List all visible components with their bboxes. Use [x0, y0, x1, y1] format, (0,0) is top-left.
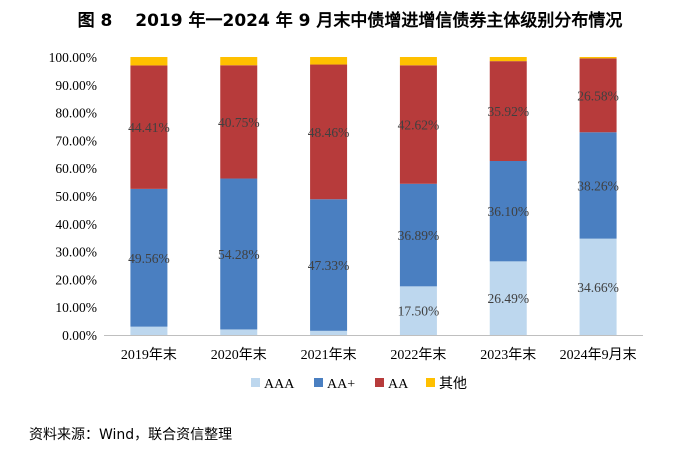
legend-label: AA+ [327, 377, 355, 392]
y-tick-label: 50.00% [55, 189, 97, 204]
bar-segment [399, 183, 437, 287]
bar-segment [579, 238, 617, 335]
data-label: 26.49% [487, 291, 529, 306]
x-tick-label: 2022年末 [390, 347, 446, 363]
y-tick-label: 30.00% [55, 245, 97, 260]
bar-segment [310, 330, 348, 335]
bar-segment [220, 57, 258, 66]
bar-segment [489, 57, 527, 62]
data-label: 38.26% [577, 178, 619, 193]
legend-label: AAA [264, 377, 295, 392]
x-tick-label: 2020年末 [211, 347, 267, 363]
bar-segment [489, 61, 527, 161]
y-tick-label: 20.00% [55, 272, 97, 287]
data-label: 48.46% [308, 125, 350, 140]
data-label: 36.10% [487, 204, 529, 219]
data-label: 34.66% [577, 280, 619, 295]
y-tick-label: 100.00% [49, 50, 97, 65]
legend-label: AA [388, 377, 409, 392]
bar-segment [130, 188, 168, 327]
bar-segment [579, 132, 617, 239]
bar-segment [130, 326, 168, 335]
y-tick-label: 70.00% [55, 133, 97, 148]
y-tick-label: 40.00% [55, 217, 97, 232]
x-tick-label: 2021年末 [301, 347, 357, 363]
legend-swatch [375, 378, 384, 387]
x-tick-label: 2019年末 [121, 347, 177, 363]
y-tick-label: 10.00% [55, 300, 97, 315]
bar-segment [130, 65, 168, 189]
legend-swatch [314, 378, 323, 387]
bar-segment [489, 160, 527, 262]
bar-segment [310, 57, 348, 65]
data-label: 54.28% [218, 247, 260, 262]
data-label: 17.50% [398, 304, 440, 319]
bar-segment [130, 57, 168, 66]
bar-segment [220, 65, 258, 179]
data-label: 36.89% [398, 228, 440, 243]
legend-swatch [251, 378, 260, 387]
bar-segment [579, 57, 617, 59]
y-tick-label: 60.00% [55, 161, 97, 176]
y-tick-label: 80.00% [55, 106, 97, 121]
data-label: 44.41% [128, 120, 170, 135]
legend-label: 其他 [439, 376, 467, 392]
chart-title: 图 8 2019 年一2024 年 9 月末中债增进增信债券主体级别分布情况 [77, 11, 623, 31]
x-tick-label: 2023年末 [480, 347, 536, 363]
bar-segment [310, 64, 348, 200]
bar-segment [220, 329, 258, 335]
data-label: 49.56% [128, 251, 170, 266]
data-label: 26.58% [577, 88, 619, 103]
y-tick-label: 90.00% [55, 78, 97, 93]
data-label: 35.92% [487, 104, 529, 119]
bar-segment [399, 57, 437, 66]
data-label: 42.62% [398, 118, 440, 133]
bar-segment [579, 58, 617, 133]
y-tick-label: 0.00% [62, 328, 97, 343]
data-label: 47.33% [308, 258, 350, 273]
bar-segment [489, 261, 527, 335]
data-label: 40.75% [218, 115, 260, 130]
bar-segment [220, 178, 258, 330]
source-note: 资料来源：Wind，联合资信整理 [29, 427, 233, 443]
bar-segment [399, 286, 437, 335]
x-tick-label: 2024年9月末 [560, 347, 637, 363]
legend-swatch [426, 378, 435, 387]
bar-segment [399, 65, 437, 184]
bar-segment [310, 199, 348, 331]
